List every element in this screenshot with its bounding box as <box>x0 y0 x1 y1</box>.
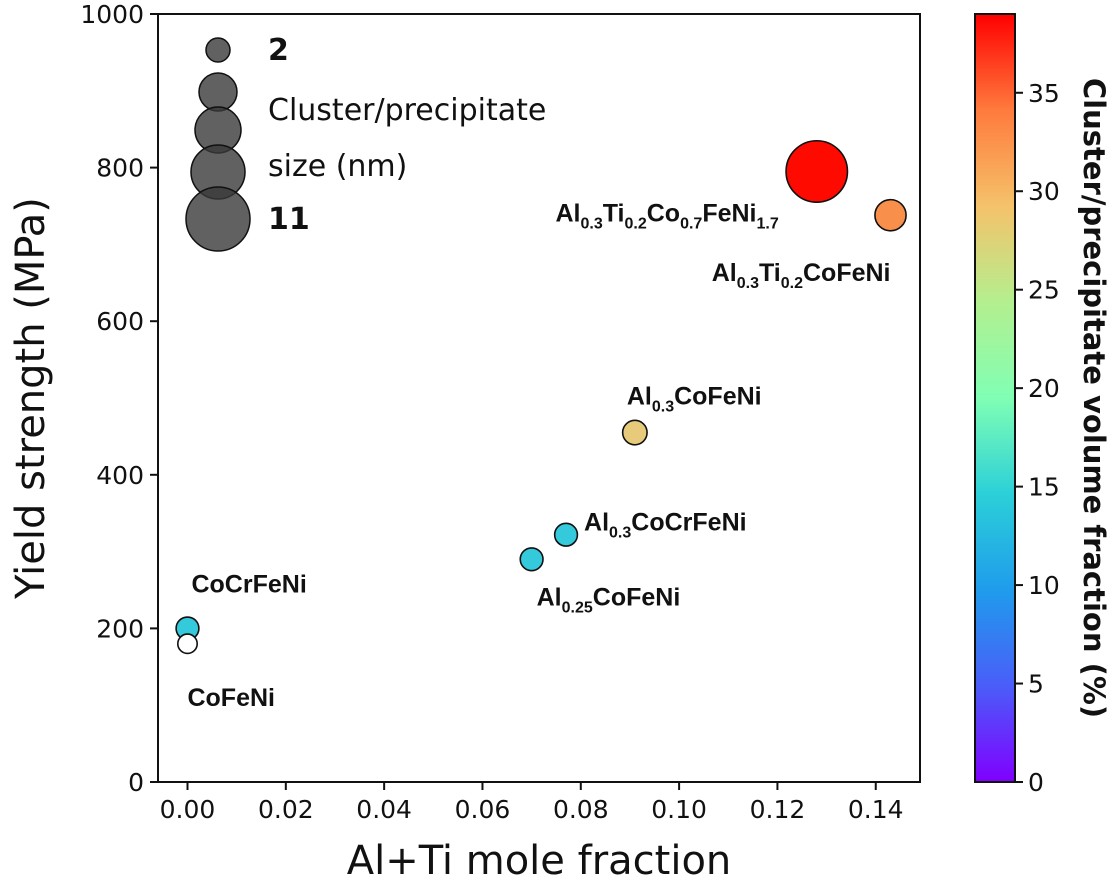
point-label-al03cofeni: Al0.3CoFeNi <box>627 383 762 416</box>
size-legend-min-label: 2 <box>268 33 289 68</box>
data-point-al03ti02cofeni <box>874 198 907 232</box>
colorbar-gradient <box>974 13 1016 783</box>
colorbar-tick-label: 30 <box>1028 177 1060 206</box>
x-tick-label: 0.06 <box>455 795 511 824</box>
colorbar: 0 5 10 15 20 25 30 35 Cluster/precipitate volum… <box>974 13 1109 797</box>
label-text: Al <box>627 383 652 411</box>
label-text: Al <box>712 259 737 287</box>
x-tick-label: 0.12 <box>750 795 806 824</box>
label-subscript: 1.7 <box>757 215 779 232</box>
label-text: FeNi <box>702 199 756 227</box>
label-text: Ti <box>603 199 625 227</box>
point-label-al03ti02co07feni17: Al0.3Ti0.2Co0.7FeNi1.7 <box>555 199 778 232</box>
label-text: Al <box>584 509 609 537</box>
label-subscript: 0.2 <box>624 215 646 232</box>
size-legend-marker-11nm <box>185 186 251 252</box>
label-text: Al <box>537 583 562 611</box>
point-label-cocrfeni: CoCrFeNi <box>191 570 306 598</box>
data-point-al03cofeni <box>621 419 648 446</box>
label-text: CoCrFeNi <box>631 509 746 537</box>
label-subscript: 0.3 <box>609 525 631 542</box>
colorbar-ticks: 0 5 10 15 20 25 30 35 <box>1015 79 1060 797</box>
label-subscript: 0.25 <box>562 599 593 616</box>
x-tick-label: 0.04 <box>356 795 412 824</box>
label-subscript: 0.2 <box>781 275 803 292</box>
label-subscript: 0.3 <box>580 215 602 232</box>
x-axis-title: Al+Ti mole fraction <box>347 838 732 884</box>
y-tick-label: 400 <box>96 461 144 490</box>
data-point-al025cofeni <box>519 547 544 572</box>
colorbar-tick-label: 0 <box>1028 768 1044 797</box>
size-legend-marker-2nm <box>205 37 231 63</box>
size-legend-text-line2: size (nm) <box>268 149 407 184</box>
label-text: Ti <box>759 259 781 287</box>
point-label-al03ti02cofeni: Al0.3Ti0.2CoFeNi <box>712 259 891 292</box>
size-legend-text-line1: Cluster/precipitate <box>268 93 546 128</box>
data-points <box>175 139 907 655</box>
x-axis-ticks: 0.00 0.02 0.04 0.06 0.08 0.10 0.12 0.14 <box>160 782 904 824</box>
label-subscript: 0.3 <box>652 399 674 416</box>
y-tick-label: 1000 <box>80 0 144 29</box>
y-axis-title: Yield strength (MPa) <box>8 197 54 600</box>
size-legend-marker-4nm <box>198 72 238 112</box>
data-point-cofeni <box>176 633 198 655</box>
label-text: CoCrFeNi <box>191 570 306 598</box>
point-label-cofeni: CoFeNi <box>187 684 274 712</box>
label-text: CoFeNi <box>674 383 762 411</box>
y-tick-label: 600 <box>96 307 144 336</box>
colorbar-tick-label: 5 <box>1028 670 1044 699</box>
label-text: CoFeNi <box>593 583 681 611</box>
colorbar-tick-label: 20 <box>1028 374 1060 403</box>
plot-area <box>157 13 921 783</box>
data-point-al03cocrfeni <box>553 522 579 547</box>
label-text: Al <box>555 199 580 227</box>
colorbar-tick-label: 35 <box>1028 79 1060 108</box>
label-text: CoFeNi <box>187 684 274 712</box>
x-tick-label: 0.00 <box>160 795 216 824</box>
x-tick-label: 0.10 <box>651 795 707 824</box>
label-subscript: 0.3 <box>737 275 759 292</box>
point-label-al025cofeni: Al0.25CoFeNi <box>537 583 681 616</box>
y-tick-label: 200 <box>96 614 144 643</box>
x-tick-label: 0.08 <box>553 795 609 824</box>
point-label-al03cocrfeni: Al0.3CoCrFeNi <box>584 509 747 542</box>
y-axis-ticks: 0 200 400 600 800 1000 <box>80 0 158 797</box>
y-tick-label: 800 <box>96 154 144 183</box>
label-subscript: 0.7 <box>680 215 702 232</box>
colorbar-title: Cluster/precipitate volume fraction (%) <box>1077 78 1109 718</box>
size-legend: 2 Cluster/precipitate size (nm) 11 <box>185 33 546 252</box>
size-legend-max-label: 11 <box>268 202 310 237</box>
colorbar-tick-label: 15 <box>1028 473 1060 502</box>
label-text: CoFeNi <box>803 259 891 287</box>
data-point-al03ti02co07feni17 <box>785 139 849 203</box>
colorbar-tick-label: 25 <box>1028 276 1060 305</box>
y-tick-label: 0 <box>128 768 144 797</box>
x-tick-label: 0.02 <box>258 795 314 824</box>
x-tick-label: 0.14 <box>848 795 904 824</box>
label-text: Co <box>647 199 680 227</box>
colorbar-tick-label: 10 <box>1028 571 1060 600</box>
